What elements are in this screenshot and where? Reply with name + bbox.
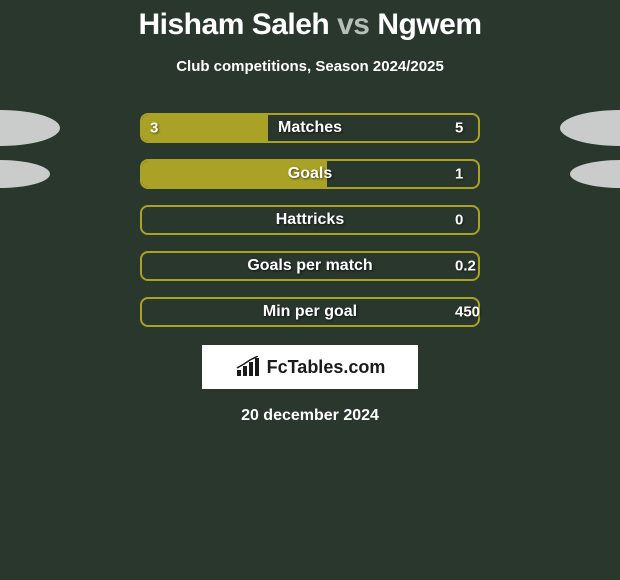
stat-row: Goals1	[0, 159, 620, 189]
date-text: 20 december 2024	[0, 407, 620, 425]
stat-label: Matches	[140, 119, 480, 137]
stat-value-right: 0	[455, 212, 463, 229]
stat-label: Hattricks	[140, 211, 480, 229]
stat-row: Hattricks0	[0, 205, 620, 235]
vs-text: vs	[337, 8, 369, 41]
logo-text: FcTables.com	[267, 357, 386, 378]
player2-ellipse	[560, 110, 620, 146]
stat-value-right: 5	[455, 120, 463, 137]
player1-ellipse	[0, 110, 60, 146]
player1-name: Hisham Saleh	[139, 8, 330, 41]
subtitle: Club competitions, Season 2024/2025	[0, 58, 620, 75]
comparison-card: Hisham Saleh vs Ngwem Club competitions,…	[0, 0, 620, 425]
player2-name: Ngwem	[377, 8, 481, 41]
logo-bar-icon	[235, 356, 261, 378]
stat-row: 3Matches5	[0, 113, 620, 143]
logo-box: FcTables.com	[202, 345, 418, 389]
page-title: Hisham Saleh vs Ngwem	[0, 8, 620, 42]
comparison-chart: 3Matches5 Goals1 Hattricks0 Goals per match…	[0, 113, 620, 327]
stat-row: Goals per match0.2	[0, 251, 620, 281]
player2-ellipse	[570, 160, 620, 188]
stat-row: Min per goal450	[0, 297, 620, 327]
player1-ellipse	[0, 160, 50, 188]
stat-value-right: 1	[455, 166, 463, 183]
stat-label: Goals	[140, 165, 480, 183]
stat-value-right: 0.2	[455, 258, 476, 275]
stat-label: Min per goal	[140, 303, 480, 321]
stat-value-right: 450	[455, 304, 480, 321]
stat-label: Goals per match	[140, 257, 480, 275]
